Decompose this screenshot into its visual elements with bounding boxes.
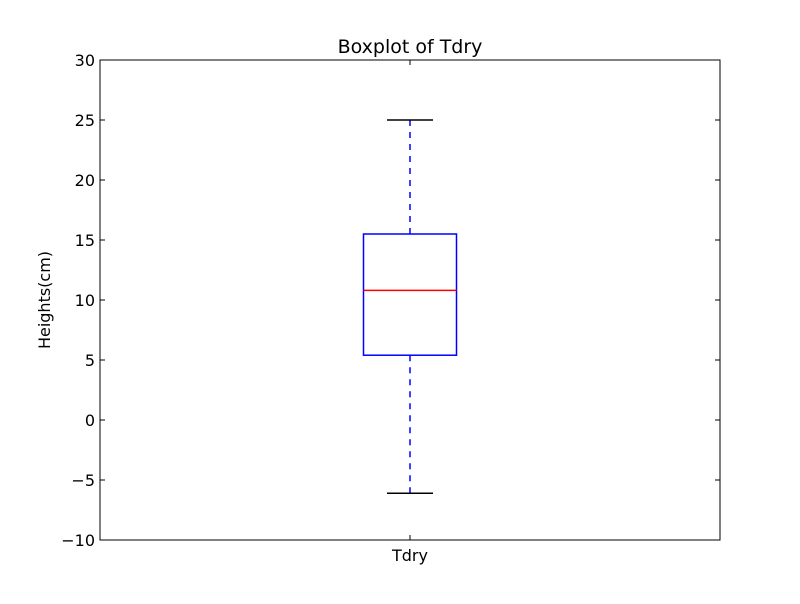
y-tick-label: 20 [75,171,95,190]
plot-frame [99,59,721,541]
x-tick-label: Tdry [391,546,428,565]
y-tick-label: 15 [75,231,95,250]
tick-layer: −10 −5 0 5 10 15 20 25 30 Tdry [61,51,720,565]
y-axis-label: Heights(cm) [35,251,54,349]
y-tick-label: 5 [85,351,95,370]
y-tick-label: −5 [71,471,95,490]
y-tick-label: 10 [75,291,95,310]
marks-layer [362,119,458,494]
y-tick-label: 30 [75,51,95,70]
y-tick-label: 0 [85,411,95,430]
y-tick-label: 25 [75,111,95,130]
chart-title: Boxplot of Tdry [338,36,483,58]
y-tick-label: −10 [61,531,95,550]
box-iqr [362,233,458,356]
